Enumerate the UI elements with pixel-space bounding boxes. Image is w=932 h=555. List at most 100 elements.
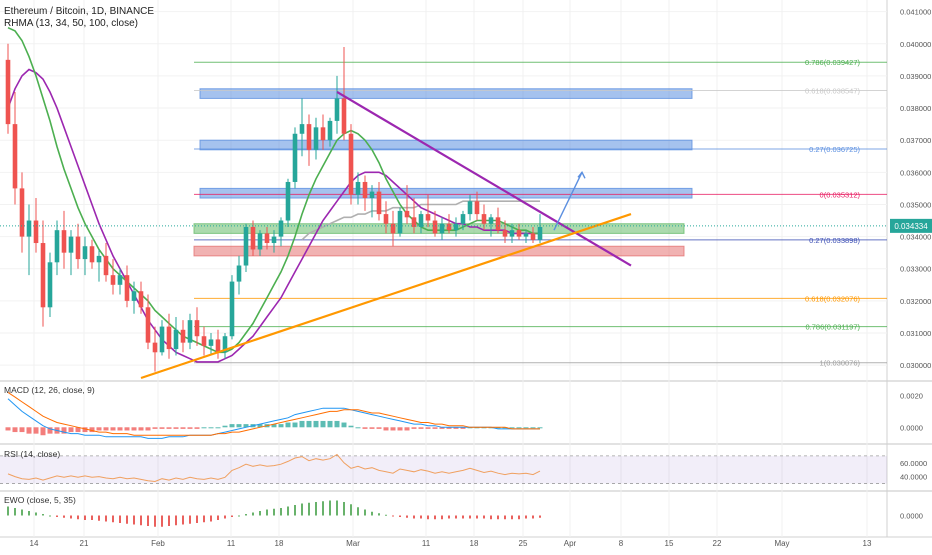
candle[interactable] [383, 214, 389, 224]
candle[interactable] [348, 133, 354, 195]
candle[interactable] [446, 223, 452, 231]
candle[interactable] [390, 223, 396, 234]
candle[interactable] [54, 230, 60, 263]
candle[interactable] [313, 127, 319, 150]
candle[interactable] [299, 124, 305, 134]
candle[interactable] [236, 265, 242, 282]
blue-zone-low[interactable] [199, 187, 693, 199]
x-tick-label: 11 [422, 539, 431, 548]
x-tick-label: Feb [151, 539, 165, 548]
candle[interactable] [418, 214, 424, 227]
candle[interactable] [334, 98, 340, 121]
ascending-support[interactable] [140, 213, 632, 380]
candle[interactable] [82, 246, 88, 260]
candle[interactable] [264, 233, 270, 244]
candle[interactable] [425, 214, 431, 221]
candle[interactable] [292, 133, 298, 182]
candle[interactable] [341, 98, 347, 134]
candle[interactable] [467, 201, 473, 215]
ma-50-line[interactable] [301, 200, 540, 241]
candle[interactable] [481, 214, 487, 224]
candle[interactable] [530, 233, 536, 240]
candle[interactable] [40, 243, 46, 308]
candle[interactable] [271, 236, 277, 244]
candle[interactable] [523, 233, 529, 237]
candle[interactable] [145, 307, 151, 343]
projection-arrow-head [577, 171, 586, 179]
candle[interactable] [355, 181, 361, 195]
candle[interactable] [502, 230, 508, 237]
candle[interactable] [187, 320, 193, 343]
candle[interactable] [369, 191, 375, 199]
candle[interactable] [61, 230, 67, 253]
candle[interactable] [75, 236, 81, 260]
candle[interactable] [537, 226, 543, 240]
candle[interactable] [110, 275, 116, 285]
candle[interactable] [89, 246, 95, 263]
candle[interactable] [460, 214, 466, 224]
candle[interactable] [257, 233, 263, 250]
candle[interactable] [180, 329, 186, 343]
candle[interactable] [229, 281, 235, 337]
candle[interactable] [159, 326, 165, 353]
candle[interactable] [68, 236, 74, 253]
candle[interactable] [488, 217, 494, 224]
candle[interactable] [306, 124, 312, 150]
candle[interactable] [516, 230, 522, 237]
candle[interactable] [474, 201, 480, 215]
candle[interactable] [411, 217, 417, 227]
candle[interactable] [166, 326, 172, 350]
candle[interactable] [208, 339, 214, 346]
candle[interactable] [327, 120, 333, 141]
candle[interactable] [201, 336, 207, 346]
ewo-bar [350, 504, 352, 516]
candle[interactable] [138, 291, 144, 308]
candle[interactable] [173, 329, 179, 350]
candle[interactable] [117, 275, 123, 285]
candle[interactable] [47, 262, 53, 308]
ma-13-line[interactable] [7, 26, 540, 354]
x-tick-label: 25 [519, 539, 528, 548]
candle[interactable] [124, 275, 130, 301]
candle[interactable] [250, 226, 256, 250]
candle[interactable] [12, 124, 18, 189]
symbol-title[interactable]: Ethereum / Bitcoin, 1D, BINANCE [4, 6, 155, 17]
ewo-bar [448, 515, 450, 519]
candle[interactable] [278, 220, 284, 237]
candle[interactable] [222, 336, 228, 353]
candle[interactable] [509, 230, 515, 237]
candle[interactable] [285, 181, 291, 221]
ma-34-line[interactable] [7, 68, 540, 363]
candle[interactable] [362, 181, 368, 199]
candle[interactable] [453, 223, 459, 231]
candle[interactable] [320, 127, 326, 141]
candle[interactable] [439, 223, 445, 234]
candle[interactable] [26, 220, 32, 237]
candle[interactable] [5, 59, 11, 125]
candle[interactable] [131, 291, 137, 301]
candle[interactable] [103, 255, 109, 276]
candle[interactable] [495, 217, 501, 231]
candle[interactable] [397, 210, 403, 234]
candle[interactable] [152, 342, 158, 353]
candle[interactable] [404, 210, 410, 218]
indicator-label[interactable]: RHMA (13, 34, 50, 100, close) [4, 18, 138, 29]
green-zone[interactable] [193, 223, 685, 234]
candle[interactable] [376, 191, 382, 215]
candle[interactable] [19, 188, 25, 237]
projection-arrow[interactable] [553, 172, 583, 231]
candle[interactable] [33, 220, 39, 244]
ewo-bar [21, 509, 23, 516]
descending-resistance[interactable] [336, 91, 632, 267]
blue-zone-mid[interactable] [199, 139, 693, 151]
blue-zone-top[interactable] [199, 88, 693, 99]
macd-histogram-bar [439, 427, 445, 429]
candle[interactable] [432, 220, 438, 234]
red-zone[interactable] [193, 245, 685, 257]
candle[interactable] [215, 339, 221, 353]
candle[interactable] [96, 255, 102, 263]
candle[interactable] [243, 226, 249, 266]
candle[interactable] [194, 320, 200, 337]
